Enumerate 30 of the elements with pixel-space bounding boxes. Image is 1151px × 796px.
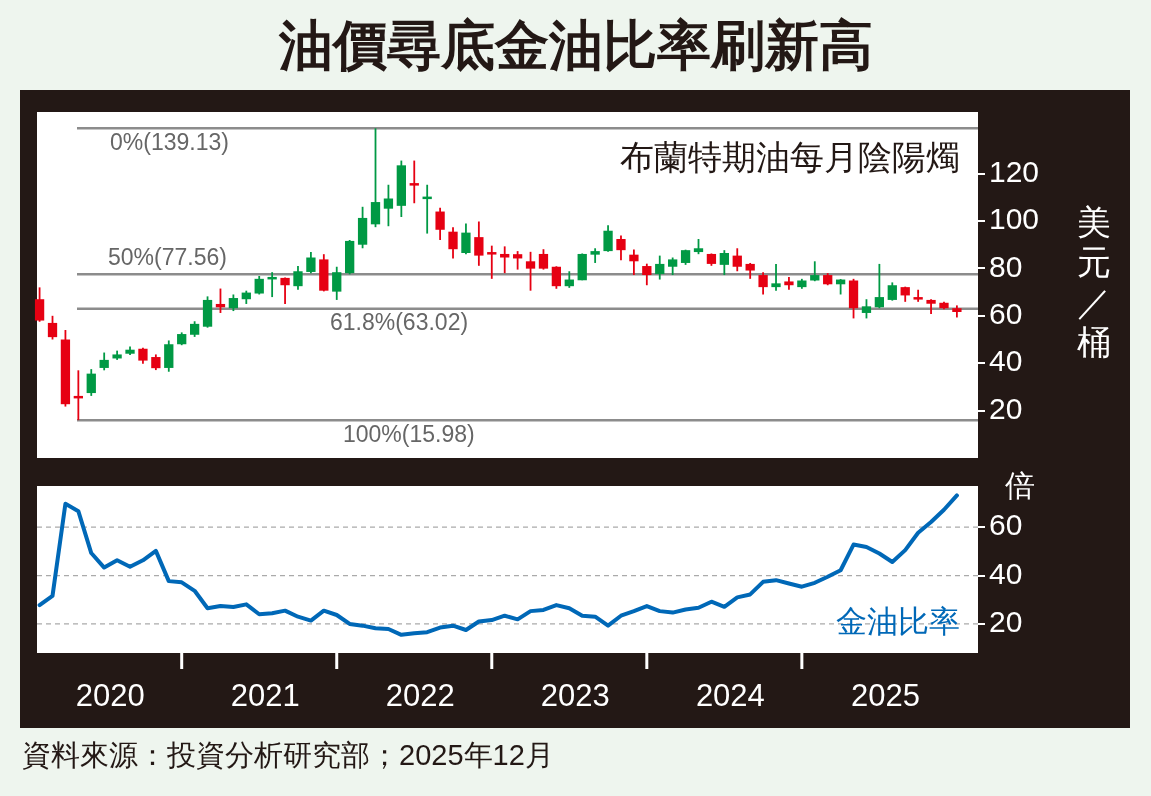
y-tick-label: 60 xyxy=(989,297,1023,331)
source-note: 資料來源：投資分析研究部；2025年12月 xyxy=(22,738,554,773)
y-tick-label: 100 xyxy=(989,202,1040,236)
candlestick xyxy=(512,251,523,270)
x-tick-label: 2021 xyxy=(230,678,300,714)
y-tick-label: 120 xyxy=(989,154,1040,188)
y-tick-label: 80 xyxy=(989,249,1023,283)
x-tick-label: 2024 xyxy=(695,678,765,714)
annotation: 布蘭特期油每月陰陽燭 xyxy=(620,138,960,177)
y-tick-label: 40 xyxy=(989,556,1023,590)
y-axis-title: 美元／桶 xyxy=(1077,203,1111,362)
candlestick xyxy=(500,246,510,274)
y-tick-label: 20 xyxy=(989,605,1023,639)
x-tick-label: 2023 xyxy=(540,678,610,714)
y-tick-label: 60 xyxy=(989,508,1023,542)
chart-title: 油價尋底金油比率刷新高 xyxy=(277,14,874,77)
ref-line-label: 100%(15.98) xyxy=(343,420,475,447)
series-label: 金油比率 xyxy=(836,603,960,639)
x-tick-label: 2025 xyxy=(850,678,920,714)
ref-line-label: 0%(139.13) xyxy=(110,129,229,156)
x-tick-label: 2022 xyxy=(385,678,455,714)
y-tick-label: 40 xyxy=(989,344,1023,378)
y-tick-label: 20 xyxy=(989,391,1023,425)
y-axis-title: 倍 xyxy=(1005,469,1035,503)
candlestick xyxy=(487,245,497,279)
candlestick xyxy=(771,263,781,291)
x-tick-label: 2020 xyxy=(75,678,145,714)
candlestick xyxy=(409,160,419,204)
ref-line-label: 50%(77.56) xyxy=(108,244,227,271)
ref-line-label: 61.8%(63.02) xyxy=(330,309,469,336)
